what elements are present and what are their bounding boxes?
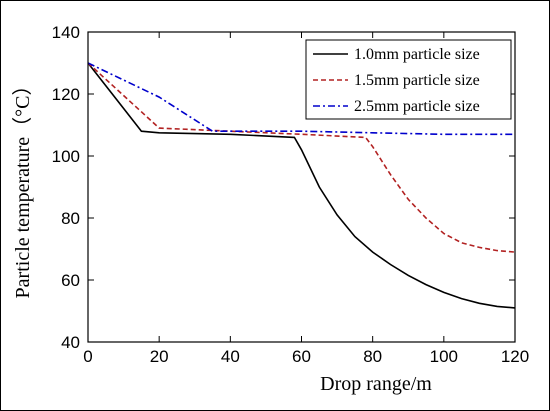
x-tick-label: 80	[363, 347, 382, 366]
legend-label-1-5mm: 1.5mm particle size	[354, 72, 480, 89]
legend-label-2-5mm: 2.5mm particle size	[354, 98, 480, 115]
legend: 1.0mm particle size 1.5mm particle size …	[305, 39, 512, 120]
x-tick-label: 100	[430, 347, 458, 366]
y-tick-label: 60	[61, 271, 80, 290]
y-tick-label: 80	[61, 209, 80, 228]
legend-label-1-0mm: 1.0mm particle size	[354, 46, 480, 63]
x-tick-label: 60	[292, 347, 311, 366]
y-tick-label: 140	[52, 23, 80, 42]
series-line-2	[87, 62, 515, 136]
y-tick-label: 120	[52, 85, 80, 104]
series-layer	[87, 62, 516, 309]
plot-area-frame	[87, 31, 516, 343]
x-tick-label: 20	[150, 347, 169, 366]
y-tick-label: 40	[61, 333, 80, 352]
x-axis-title: Drop range/m	[320, 373, 432, 395]
x-tick-label: 120	[501, 347, 529, 366]
x-tick-label: 40	[221, 347, 240, 366]
series-line-0	[87, 62, 516, 309]
y-axis-title: Particle temperature（°C）	[11, 76, 34, 299]
x-tick-label: 0	[83, 347, 92, 366]
y-tick-label: 100	[52, 147, 80, 166]
tick-labels: 0 20 40 60 80 100 120 40 60 80 100 120 140	[52, 23, 530, 366]
